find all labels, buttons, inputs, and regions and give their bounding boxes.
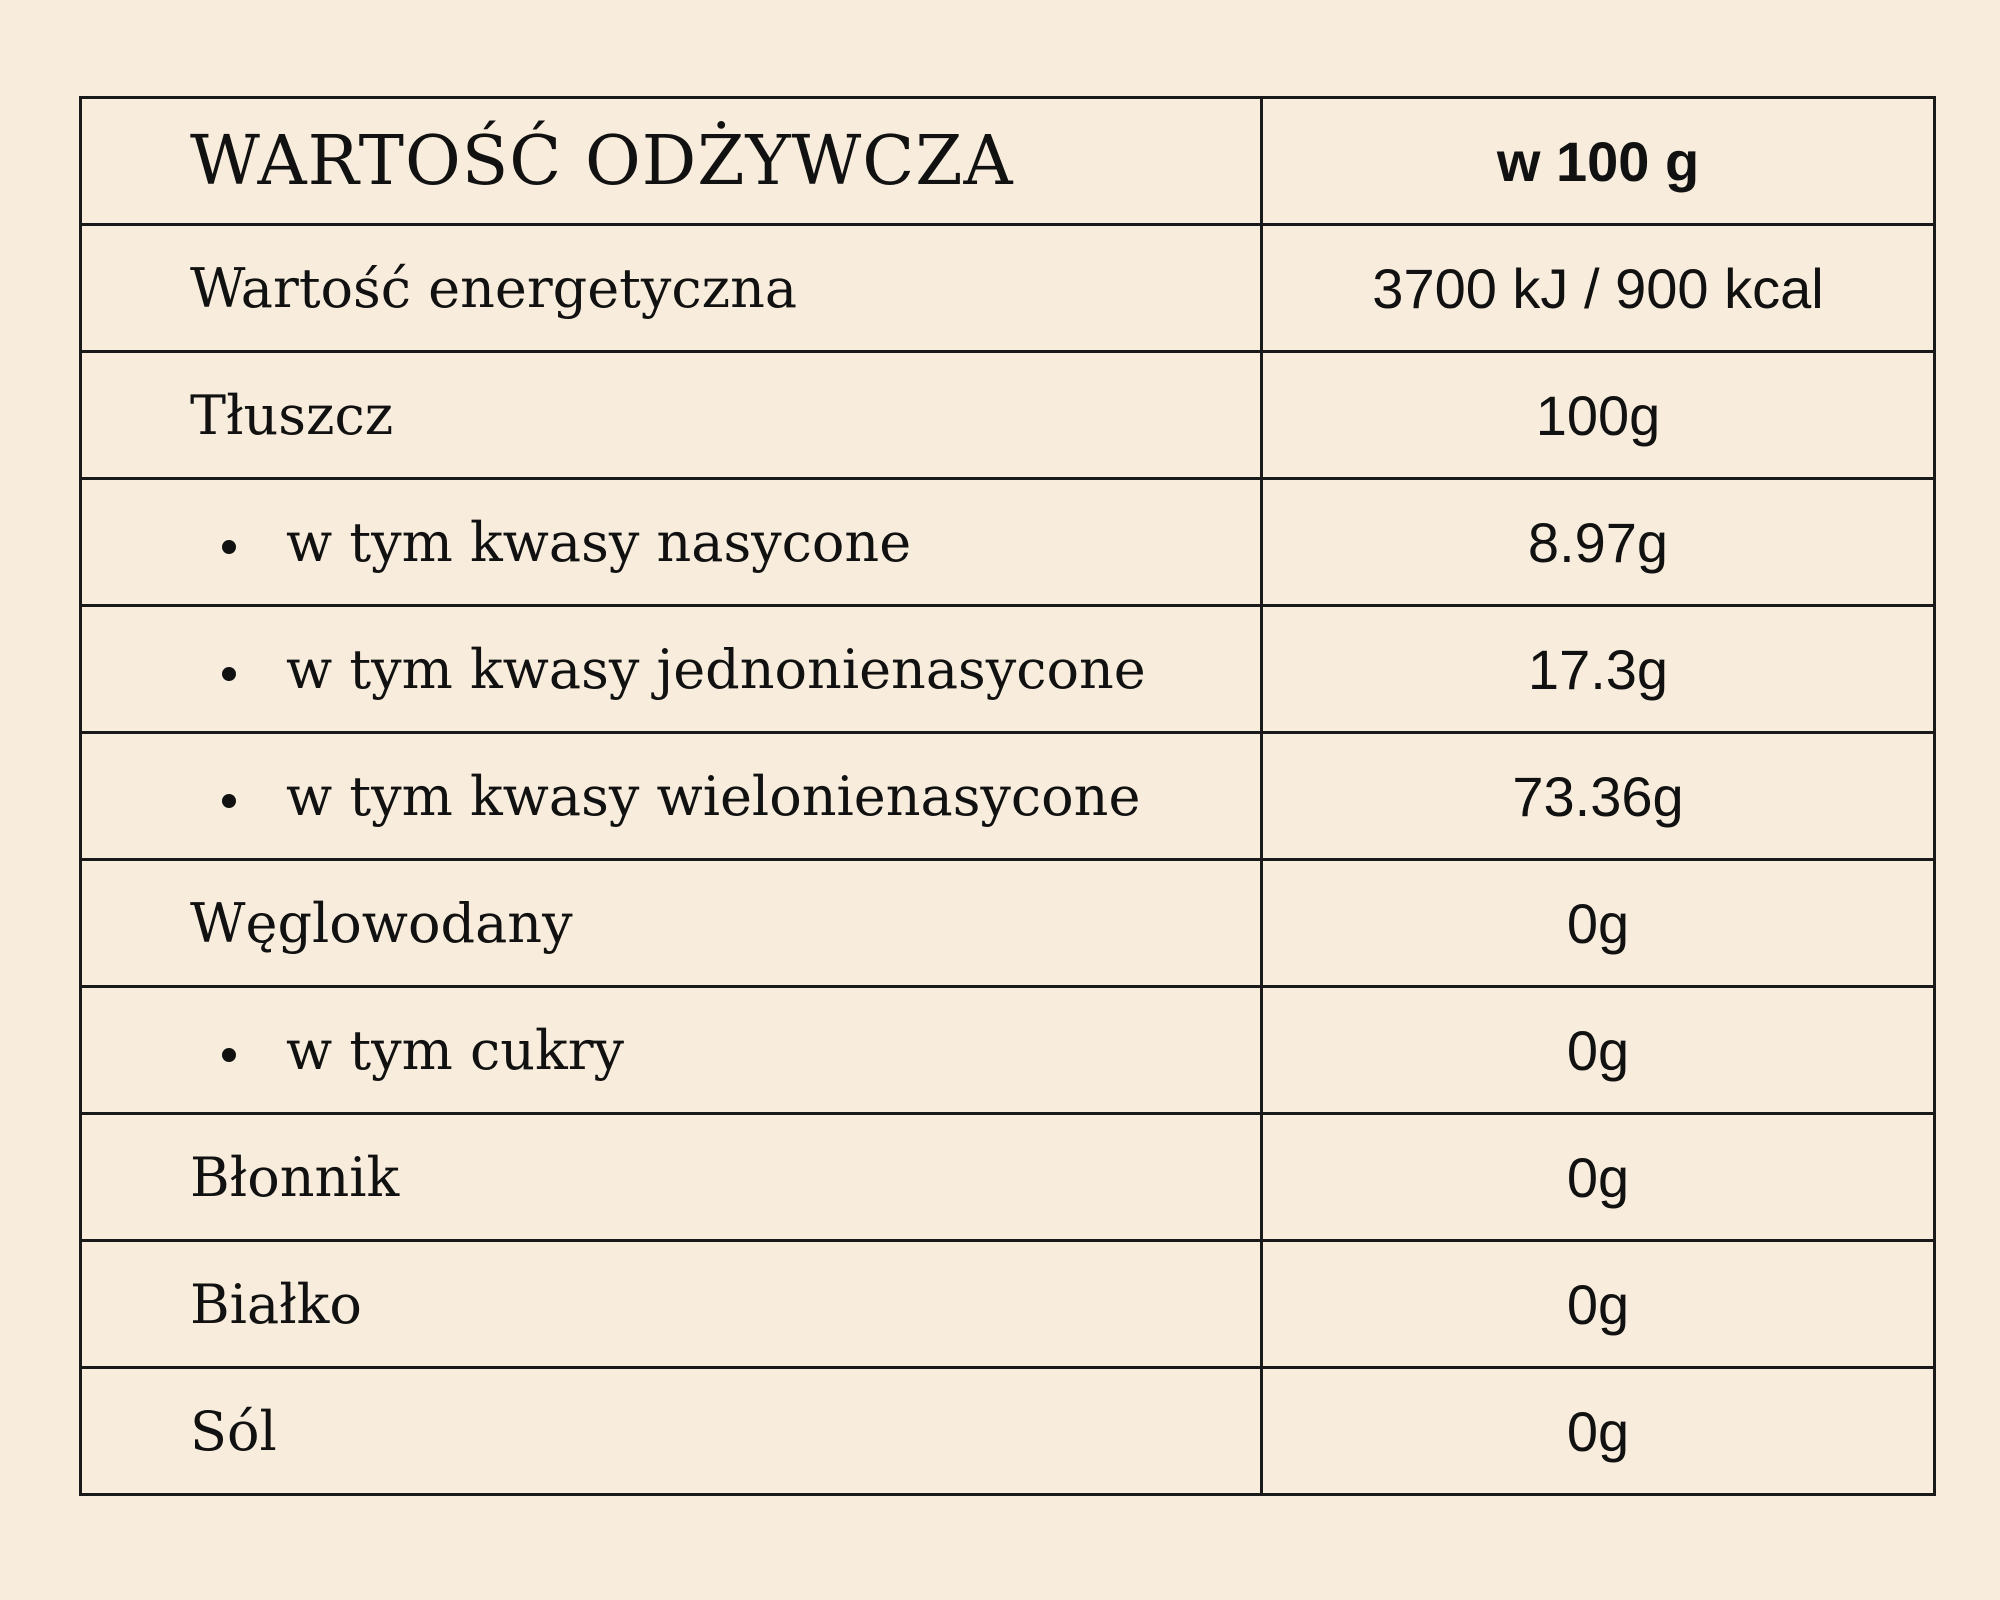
nutrition-table: WARTOŚĆ ODŻYWCZA w 100 g Wartość energet… [79,96,1936,1496]
nutrient-name: w tym kwasy wielonienasycone [286,764,1141,828]
table-header-row: WARTOŚĆ ODŻYWCZA w 100 g [79,96,1936,226]
bullet-icon [222,666,236,681]
nutrient-value: 17.3g [1260,604,1936,734]
nutrient-name: Tłuszcz [190,383,394,447]
table-row: Białko 0g [79,1239,1936,1369]
table-row: w tym kwasy jednonienasycone 17.3g [79,604,1936,734]
nutrient-label: Tłuszcz [79,350,1263,480]
nutrient-value: 0g [1260,1366,1936,1496]
table-row: Tłuszcz 100g [79,350,1936,480]
nutrient-name: w tym kwasy nasycone [286,510,912,574]
table-row: Wartość energetyczna 3700 kJ / 900 kcal [79,223,1936,353]
table-row: w tym kwasy wielonienasycone 73.36g [79,731,1936,861]
nutrient-label: Wartość energetyczna [79,223,1263,353]
nutrient-label: Białko [79,1239,1263,1369]
table-row: Błonnik 0g [79,1112,1936,1242]
nutrient-name: w tym cukry [286,1018,625,1082]
bullet-icon [222,793,236,808]
nutrient-name: w tym kwasy jednonienasycone [286,637,1146,701]
nutrient-value: 0g [1260,1239,1936,1369]
nutrient-label: w tym cukry [79,985,1263,1115]
nutrient-name: Węglowodany [190,891,573,955]
nutrient-label: w tym kwasy nasycone [79,477,1263,607]
nutrient-value: 0g [1260,858,1936,988]
nutrient-value: 100g [1260,350,1936,480]
table-row: w tym cukry 0g [79,985,1936,1115]
table-row: w tym kwasy nasycone 8.97g [79,477,1936,607]
nutrient-label: Sól [79,1366,1263,1496]
per-100g-header: w 100 g [1260,96,1936,226]
nutrient-value: 0g [1260,985,1936,1115]
nutrient-name: Sól [190,1399,277,1463]
table-row: Węglowodany 0g [79,858,1936,988]
table-title: WARTOŚĆ ODŻYWCZA [79,96,1263,226]
nutrient-label: w tym kwasy wielonienasycone [79,731,1263,861]
nutrient-value: 73.36g [1260,731,1936,861]
nutrient-value: 8.97g [1260,477,1936,607]
nutrient-label: Węglowodany [79,858,1263,988]
nutrient-value: 0g [1260,1112,1936,1242]
nutrient-label: w tym kwasy jednonienasycone [79,604,1263,734]
bullet-icon [222,1047,236,1062]
nutrient-name: Wartość energetyczna [190,256,798,320]
bullet-icon [222,539,236,554]
nutrient-label: Błonnik [79,1112,1263,1242]
table-row: Sól 0g [79,1366,1936,1496]
nutrient-name: Białko [190,1272,362,1336]
nutrient-name: Błonnik [190,1145,400,1209]
nutrient-value: 3700 kJ / 900 kcal [1260,223,1936,353]
